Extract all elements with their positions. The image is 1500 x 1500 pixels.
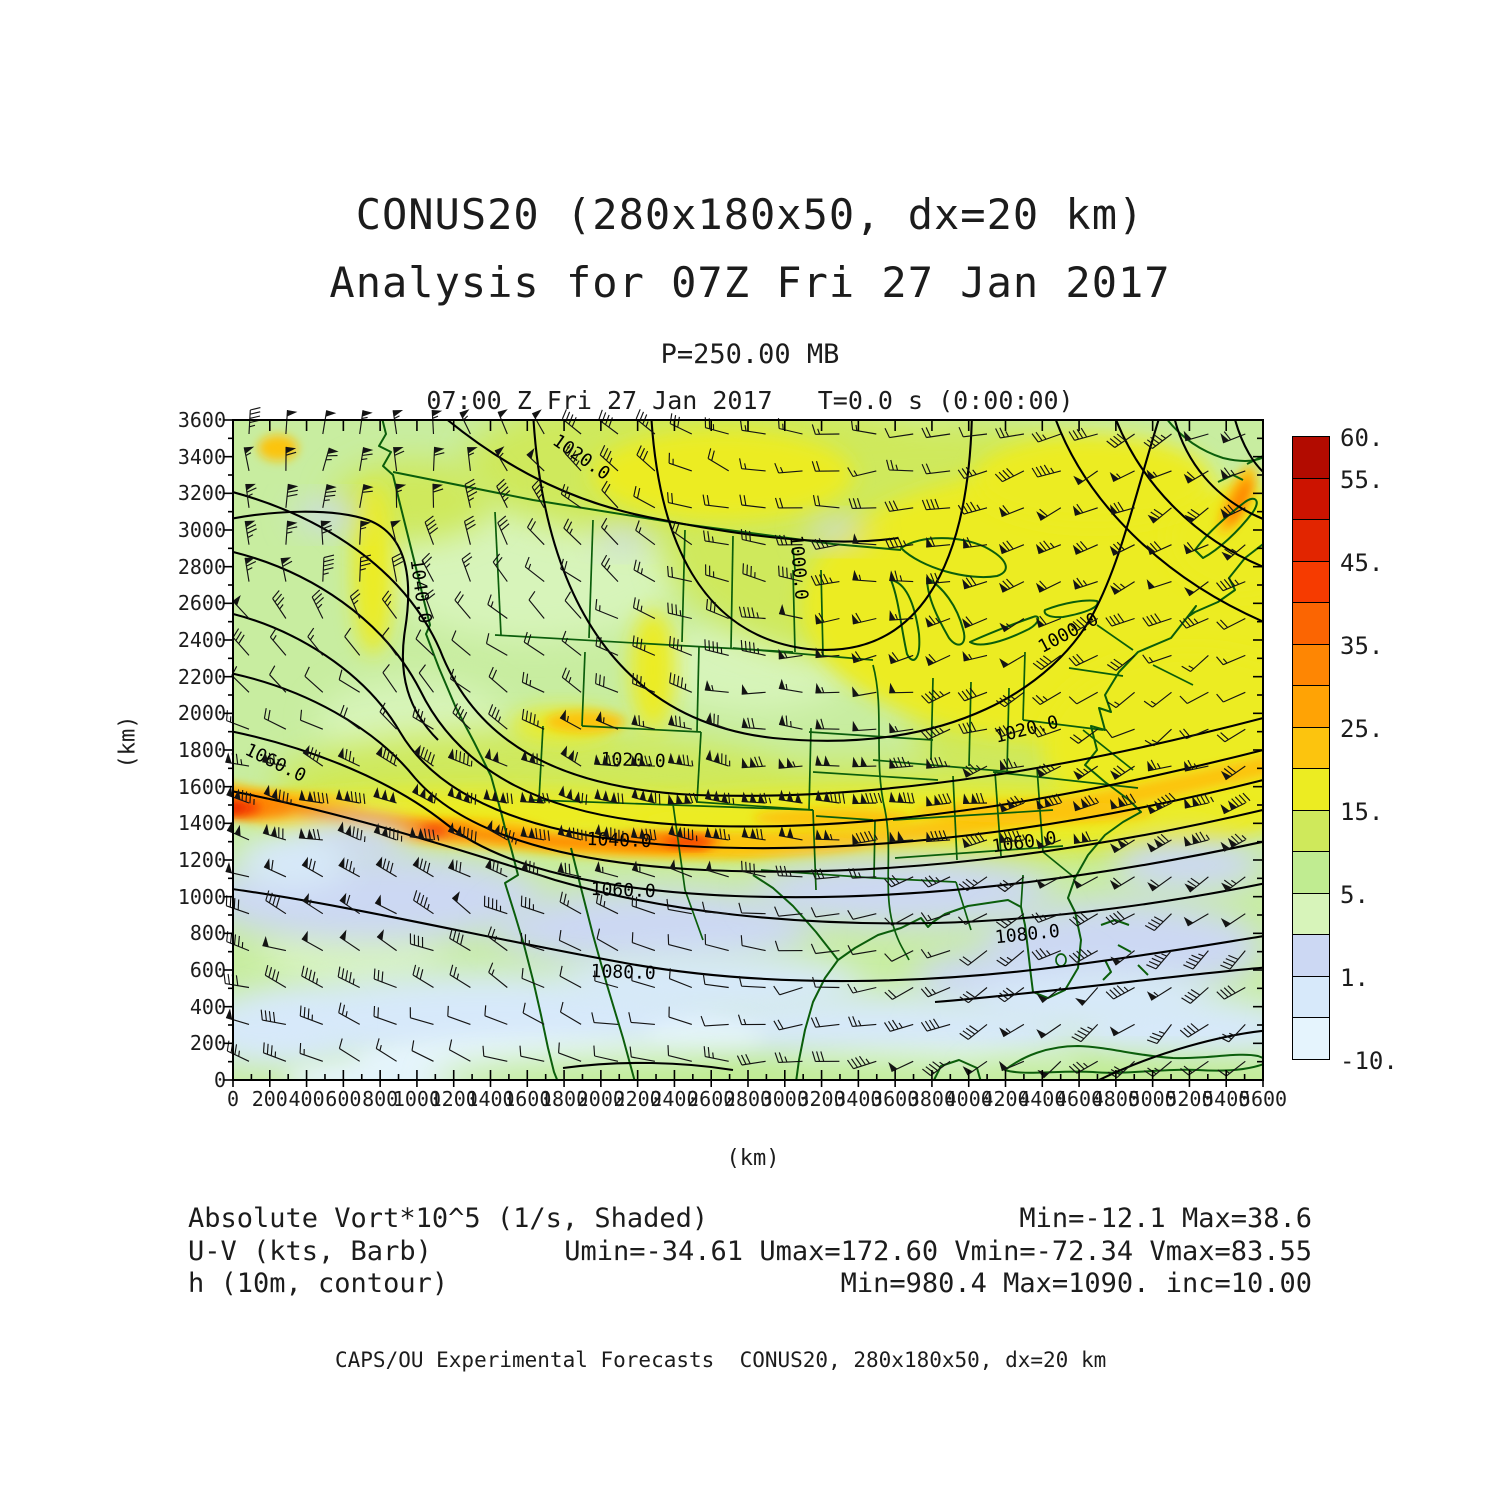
- colorbar-tick-label: 25.: [1340, 714, 1384, 743]
- y-tick-label: 2000: [177, 701, 226, 726]
- y-tick-label: 2800: [177, 554, 226, 579]
- y-tick-label: 2600: [177, 591, 226, 616]
- x-tick-label: 2000: [576, 1087, 625, 1111]
- contour-label: 1060.0: [590, 879, 656, 902]
- pressure-level-label: P=250.00 MB: [660, 339, 840, 370]
- map-plot-area: 1020.01000.01000.01020.01020.01040.01060…: [223, 407, 1264, 1087]
- legend-wind-stats: Umin=-34.61 Umax=172.60 Vmin=-72.34 Vmax…: [564, 1235, 1312, 1267]
- legend-shaded-field: Absolute Vort*10^5 (1/s, Shaded): [188, 1203, 709, 1234]
- y-tick-label: 1400: [177, 811, 226, 836]
- x-tick-label: 1400: [466, 1087, 515, 1111]
- colorbar-cell: [1292, 892, 1330, 936]
- x-tick-label: 4000: [944, 1087, 993, 1111]
- colorbar-cell: [1292, 643, 1330, 687]
- y-tick-label: 3200: [177, 481, 226, 506]
- page-subtitle: Analysis for 07Z Fri 27 Jan 2017: [329, 258, 1171, 307]
- colorbar-cell: [1292, 768, 1330, 811]
- x-tick-label: 3400: [834, 1087, 883, 1111]
- x-tick-label: 600: [325, 1087, 362, 1111]
- x-tick-label: 1800: [539, 1087, 589, 1111]
- x-tick-label: 2400: [650, 1087, 699, 1111]
- x-tick-label: 3600: [871, 1087, 920, 1111]
- colorbar-tick-label: -10.: [1340, 1047, 1398, 1075]
- y-tick-label: 1800: [177, 738, 226, 762]
- x-tick-label: 2600: [687, 1087, 736, 1111]
- y-tick-label: 0: [213, 1068, 226, 1092]
- x-tick-label: 3000: [760, 1087, 809, 1111]
- colorbar-cell: [1292, 436, 1330, 479]
- page-title: CONUS20 (280x180x50, dx=20 km): [355, 190, 1145, 239]
- colorbar-tick-label: 1.: [1340, 963, 1369, 992]
- colorbar-cell: [1292, 685, 1330, 728]
- valid-time-label: 07:00 Z Fri 27 Jan 2017 T=0.0 s (0:00:00…: [426, 386, 1074, 415]
- colorbar-cell: [1292, 602, 1330, 645]
- x-tick-label: 800: [362, 1087, 399, 1111]
- colorbar-cell: [1292, 477, 1330, 521]
- colorbar-tick-label: 35.: [1340, 631, 1384, 660]
- colorbar-cell: [1292, 726, 1330, 770]
- x-tick-label: 1600: [503, 1087, 552, 1111]
- colorbar-cell: [1292, 519, 1330, 562]
- x-tick-label: 4200: [981, 1087, 1030, 1111]
- colorbar-cell: [1292, 1017, 1330, 1060]
- x-axis-unit-label: (km): [726, 1146, 780, 1171]
- y-tick-label: 1000: [177, 884, 226, 909]
- x-tick-label: 400: [288, 1087, 325, 1111]
- y-axis-unit-label: (km): [115, 715, 141, 769]
- y-tick-label: 2400: [177, 628, 226, 652]
- y-tick-label: 2200: [177, 664, 226, 689]
- x-tick-label: 200: [251, 1087, 288, 1111]
- colorbar-tick-label: 45.: [1340, 548, 1384, 577]
- x-tick-label: 3200: [797, 1087, 846, 1111]
- x-tick-label: 2800: [723, 1087, 773, 1111]
- y-tick-label: 3400: [177, 444, 226, 469]
- wind-barbs: [223, 407, 1251, 1079]
- x-tick-label: 4600: [1054, 1087, 1104, 1111]
- y-tick-label: 400: [189, 994, 226, 1019]
- footer-credit: CAPS/OU Experimental Forecasts CONUS20, …: [335, 1348, 1107, 1372]
- x-tick-label: 5600: [1238, 1087, 1288, 1111]
- x-tick-label: 5000: [1128, 1087, 1177, 1111]
- colorbar-cell: [1292, 560, 1330, 604]
- y-tick-label: 1600: [177, 774, 226, 799]
- x-tick-label: 4800: [1091, 1087, 1140, 1111]
- y-tick-label: 3000: [177, 518, 226, 542]
- y-tick-label: 800: [189, 921, 226, 946]
- vorticity-shading: [233, 420, 1263, 1080]
- legend-field-names: Absolute Vort*10^5 (1/s, Shaded) U-V (kts…: [188, 1203, 708, 1301]
- y-tick-label: 1200: [177, 848, 226, 872]
- colorbar-tick-label: 55.: [1340, 465, 1384, 494]
- x-tick-label: 3800: [907, 1087, 957, 1111]
- colorbar-tick-label: 15.: [1340, 797, 1384, 826]
- wind-barb-pennants: [225, 409, 1238, 1078]
- legend-shaded-stats: Min=-12.1 Max=38.6: [1019, 1203, 1312, 1234]
- colorbar-cell: [1292, 809, 1330, 853]
- x-tick-label: 1200: [429, 1087, 478, 1111]
- x-tick-label: 0: [226, 1087, 240, 1111]
- colorbar-cell: [1292, 934, 1330, 977]
- x-tick-label: 4400: [1018, 1087, 1067, 1111]
- colorbar-cell: [1292, 975, 1330, 1019]
- x-tick-label: 5200: [1165, 1087, 1214, 1111]
- y-tick-label: 600: [189, 958, 226, 982]
- legend-contour-field: h (10m, contour): [188, 1268, 449, 1299]
- height-contours: [233, 420, 1263, 1080]
- plot-frame-and-ticks: [224, 419, 1264, 1087]
- legend-wind-field: U-V (kts, Barb): [188, 1235, 432, 1267]
- y-tick-label: 3600: [177, 408, 226, 432]
- legend-field-stats: Min=-12.1 Max=38.6 Umin=-34.61 Umax=172.6…: [564, 1203, 1312, 1301]
- colorbar-cell: [1292, 851, 1330, 894]
- colorbar-tick-label: 60.: [1340, 424, 1384, 452]
- contour-label: 1080.0: [590, 961, 656, 984]
- x-tick-label: 1000: [392, 1087, 442, 1111]
- x-tick-label: 2200: [613, 1087, 662, 1111]
- y-tick-label: 200: [189, 1031, 226, 1056]
- legend-contour-stats: Min=980.4 Max=1090. inc=10.00: [840, 1268, 1312, 1299]
- colorbar-tick-label: 5.: [1340, 880, 1369, 909]
- x-tick-label: 5400: [1202, 1087, 1251, 1111]
- colorbar: 60. 55. 45. 35. 25. 15. 5. 1. -10.: [1292, 424, 1398, 1075]
